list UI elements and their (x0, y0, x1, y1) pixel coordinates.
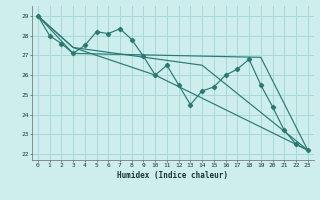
X-axis label: Humidex (Indice chaleur): Humidex (Indice chaleur) (117, 171, 228, 180)
